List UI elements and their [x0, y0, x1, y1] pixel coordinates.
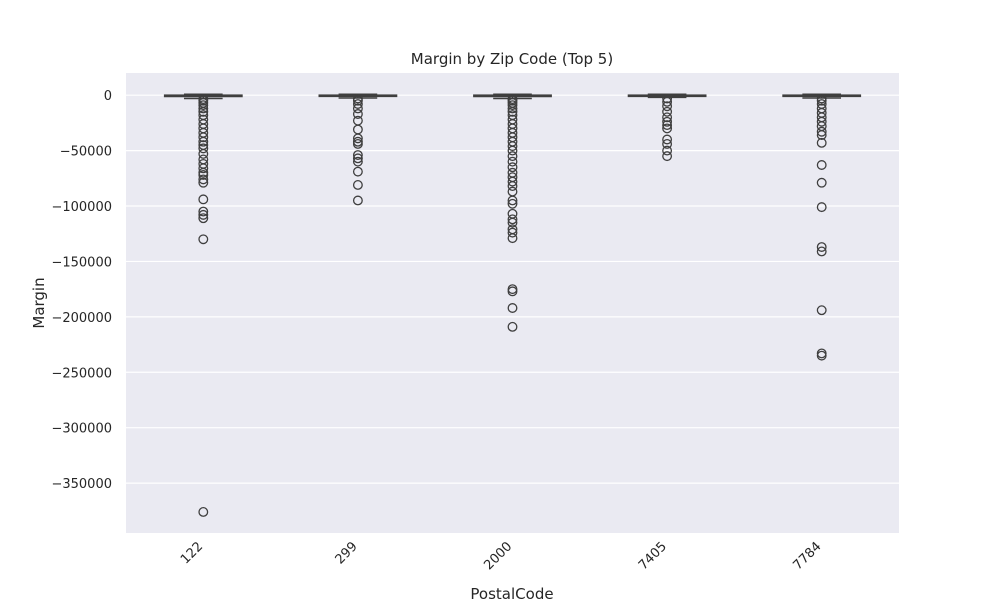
- outlier-point: [816, 305, 827, 316]
- x-tick-label: 7784: [791, 539, 825, 573]
- outlier-point: [352, 153, 363, 164]
- outlier-point: [352, 156, 363, 167]
- y-axis-label: Margin: [30, 277, 48, 328]
- y-tick-labels: 0 −50000 −100000 −150000 −200000 −250000 −3000…: [51, 89, 112, 492]
- outlier-point: [352, 95, 363, 106]
- outlier-point: [662, 120, 673, 131]
- x-tick-labels: 122 299 2000 7405 7784: [178, 539, 825, 573]
- outlier-point: [507, 176, 518, 187]
- outlier-point: [198, 206, 209, 217]
- y-tick-label: −300000: [51, 422, 112, 437]
- y-tick-label: −50000: [60, 145, 112, 160]
- outlier-point: [816, 95, 827, 106]
- outlier-point: [507, 162, 518, 173]
- outlier-point: [816, 137, 827, 148]
- outlier-point: [507, 217, 518, 228]
- outlier-point: [198, 163, 209, 174]
- outlier-point: [352, 99, 363, 109]
- outlier-point: [198, 506, 209, 517]
- outlier-point: [507, 303, 518, 313]
- outlier-point: [198, 194, 209, 205]
- outlier-point: [662, 151, 673, 162]
- outlier-point: [662, 112, 673, 123]
- y-tick-label: −250000: [51, 366, 112, 381]
- outlier-point: [507, 181, 518, 192]
- outlier-point: [507, 286, 518, 297]
- outlier-point: [198, 103, 209, 114]
- outlier-point: [198, 177, 209, 188]
- outlier-point: [198, 148, 209, 159]
- outlier-point: [816, 126, 827, 137]
- outlier-point: [662, 106, 673, 117]
- outlier-point: [816, 246, 827, 257]
- y-tick-label: −150000: [51, 255, 112, 270]
- outlier-point: [198, 209, 209, 220]
- outlier-point: [816, 116, 827, 127]
- outlier-point: [352, 133, 363, 144]
- x-tick-label: 299: [333, 539, 361, 567]
- outlier-point: [662, 96, 673, 107]
- x-tick-label: 122: [178, 539, 206, 567]
- outlier-point: [662, 123, 673, 134]
- outlier-point: [816, 202, 827, 213]
- boxes: [163, 93, 862, 517]
- outlier-point: [198, 143, 209, 154]
- box-7784: [782, 93, 862, 361]
- outlier-point: [507, 156, 518, 167]
- outlier-point: [352, 103, 363, 114]
- box-299: [318, 93, 398, 206]
- outlier-point: [198, 132, 209, 143]
- outlier-point: [352, 166, 363, 177]
- outlier-point: [198, 174, 209, 185]
- outlier-point: [507, 151, 518, 162]
- x-axis-label: PostalCode: [470, 585, 553, 600]
- outlier-point: [662, 134, 673, 145]
- outlier-point: [507, 198, 518, 209]
- box-2000: [473, 93, 552, 332]
- outlier-point: [662, 101, 673, 112]
- box-122: [163, 93, 243, 517]
- y-tick-label: −100000: [51, 200, 112, 215]
- outlier-point: [662, 93, 673, 104]
- outlier-point: [198, 100, 209, 111]
- outlier-point: [816, 350, 827, 361]
- outlier-point: [507, 195, 518, 206]
- outlier-point: [816, 130, 827, 141]
- outlier-point: [662, 116, 673, 127]
- outlier-point: [352, 195, 363, 206]
- outlier-point: [816, 160, 827, 170]
- outlier-point: [662, 145, 673, 156]
- outlier-point: [507, 227, 518, 238]
- chart-title: Margin by Zip Code (Top 5): [411, 50, 613, 68]
- outlier-point: [662, 138, 673, 149]
- y-tick-label: 0: [104, 89, 112, 104]
- y-tick-label: −200000: [51, 311, 112, 326]
- outlier-point: [507, 100, 518, 111]
- outlier-point: [816, 177, 827, 188]
- box-7405: [627, 93, 707, 162]
- plot-background: [126, 73, 899, 533]
- x-tick-label: 2000: [481, 539, 515, 573]
- y-tick-label: −350000: [51, 477, 112, 492]
- outlier-point: [507, 145, 518, 156]
- outlier-point: [507, 214, 518, 225]
- outlier-point: [198, 106, 209, 117]
- outlier-point: [198, 170, 209, 180]
- outlier-point: [507, 103, 518, 114]
- outlier-point: [352, 109, 363, 119]
- outlier-point: [198, 234, 209, 245]
- outlier-point: [507, 321, 518, 332]
- outlier-point: [352, 150, 363, 160]
- outlier-point: [352, 138, 363, 149]
- x-tick-label: 7405: [636, 539, 670, 573]
- outlier-point: [352, 180, 363, 190]
- outlier-point: [507, 106, 518, 117]
- outlier-point: [816, 242, 827, 252]
- outlier-point: [507, 141, 518, 152]
- outlier-point: [198, 136, 209, 147]
- outlier-point: [507, 233, 518, 244]
- outlier-point: [198, 213, 209, 224]
